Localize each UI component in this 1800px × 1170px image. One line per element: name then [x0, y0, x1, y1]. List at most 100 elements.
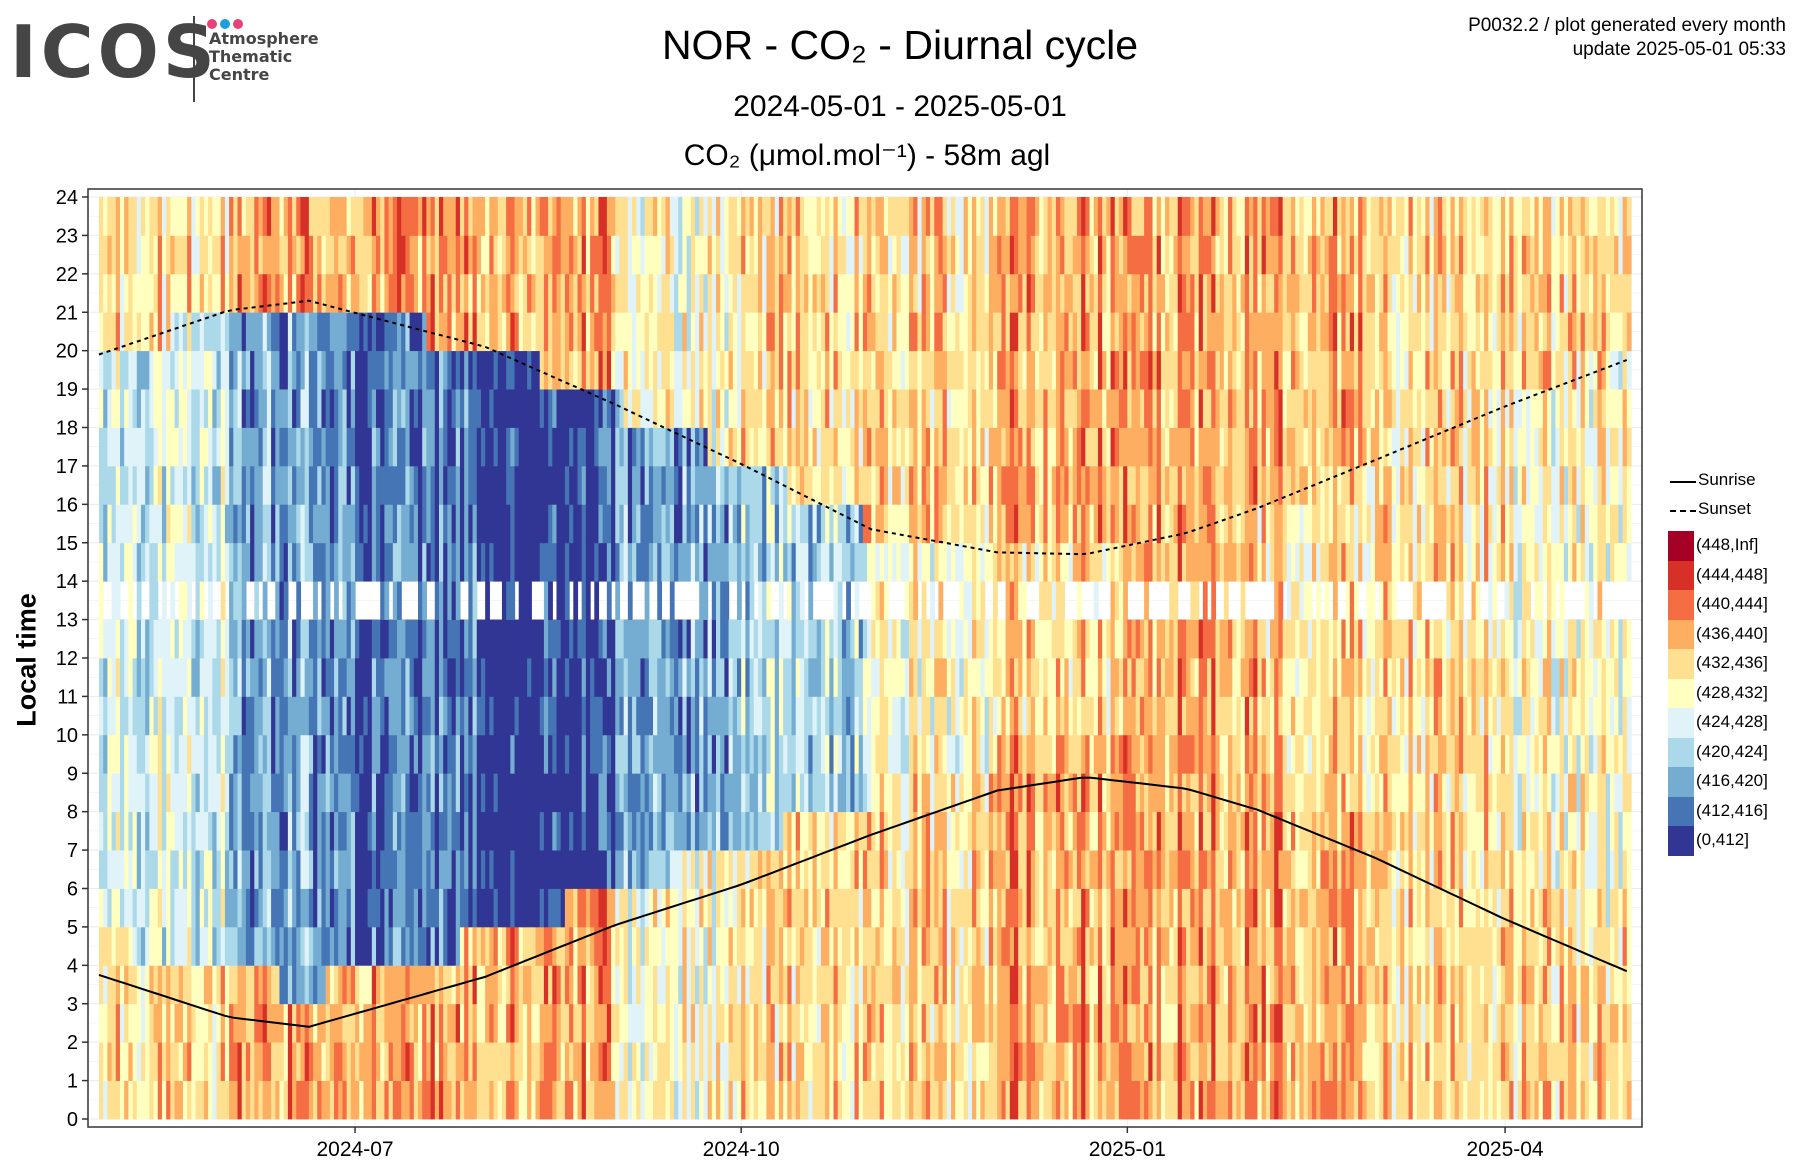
heatmap-cell — [938, 273, 944, 313]
heatmap-cell — [506, 658, 511, 697]
heatmap-cell — [308, 1042, 314, 1081]
heatmap-cell — [501, 235, 507, 275]
heatmap-cell — [715, 504, 721, 544]
heatmap-cell — [187, 542, 192, 582]
heatmap-cell — [254, 850, 260, 889]
heatmap-cell — [103, 235, 108, 275]
heatmap-cell — [182, 504, 188, 544]
heatmap-cell — [417, 273, 423, 313]
heatmap-cell — [925, 235, 931, 275]
heatmap-cell — [103, 465, 108, 505]
heatmap-cell — [241, 811, 247, 851]
heatmap-cell — [715, 965, 721, 1005]
heatmap-cell — [816, 235, 822, 275]
heatmap-cell — [757, 1003, 763, 1043]
heatmap-cell — [648, 350, 654, 390]
heatmap-cell — [296, 581, 302, 620]
heatmap-cell — [951, 542, 956, 582]
heatmap-cell — [715, 773, 721, 813]
heatmap-cell — [606, 389, 612, 428]
heatmap-cell — [921, 1080, 927, 1120]
heatmap-cell — [212, 1003, 218, 1043]
heatmap-cell — [510, 619, 516, 659]
heatmap-cell — [417, 619, 423, 659]
heatmap-cell — [795, 773, 801, 813]
heatmap-cell — [552, 965, 558, 1005]
heatmap-cell — [329, 926, 335, 966]
heatmap-cell — [518, 465, 524, 505]
heatmap-cell — [334, 1042, 339, 1081]
heatmap-cell — [292, 389, 297, 428]
heatmap-cell — [250, 312, 255, 352]
heatmap-cell — [510, 427, 516, 467]
heatmap-cell — [791, 696, 797, 736]
heatmap-cell — [371, 465, 377, 505]
heatmap-cell — [879, 197, 885, 236]
heatmap-cell — [699, 273, 705, 313]
heatmap-cell — [254, 465, 260, 505]
heatmap-cell — [317, 696, 323, 736]
heatmap-cell — [367, 926, 373, 966]
heatmap-cell — [350, 1003, 356, 1043]
heatmap-cell — [363, 465, 369, 505]
heatmap-cell — [464, 235, 469, 275]
heatmap-cell — [397, 312, 402, 352]
heatmap-cell — [795, 350, 801, 390]
heatmap-cell — [850, 273, 856, 313]
heatmap-cell — [564, 350, 570, 390]
heatmap-cell — [191, 350, 197, 390]
heatmap-cell — [695, 197, 700, 236]
heatmap-cell — [119, 658, 125, 697]
heatmap-cell — [921, 658, 927, 697]
heatmap-cell — [732, 850, 738, 889]
heatmap-cell — [153, 773, 159, 813]
heatmap-cell — [871, 696, 877, 736]
heatmap-cell — [434, 389, 440, 428]
heatmap-cell — [409, 1042, 415, 1081]
heatmap-cell — [220, 658, 226, 697]
heatmap-cell — [745, 542, 751, 582]
heatmap-cell — [174, 465, 180, 505]
heatmap-cell — [606, 197, 612, 236]
heatmap-cell — [103, 542, 108, 582]
heatmap-cell — [275, 658, 281, 697]
heatmap-cell — [825, 504, 830, 544]
heatmap-cell — [313, 235, 318, 275]
heatmap-cell — [518, 1003, 524, 1043]
heatmap-cell — [451, 1080, 457, 1120]
heatmap-cell — [841, 773, 847, 813]
heatmap-cell — [522, 734, 528, 774]
heatmap-cell — [166, 350, 171, 390]
heatmap-cell — [119, 235, 125, 275]
heatmap-cell — [745, 427, 751, 467]
heatmap-cell — [745, 773, 751, 813]
heatmap-cell — [434, 1080, 440, 1120]
heatmap-cell — [682, 1080, 688, 1120]
heatmap-cell — [451, 465, 457, 505]
heatmap-cell — [564, 465, 570, 505]
heatmap-cell — [535, 658, 541, 697]
heatmap-cell — [329, 619, 335, 659]
heatmap-cell — [816, 658, 822, 697]
heatmap-cell — [430, 926, 436, 966]
heatmap-cell — [850, 696, 856, 736]
heatmap-cell — [245, 811, 251, 851]
heatmap-cell — [967, 696, 973, 736]
heatmap-cell — [959, 619, 965, 659]
heatmap-cell — [313, 696, 318, 736]
heatmap-cell — [858, 773, 864, 813]
heatmap-cell — [233, 1003, 239, 1043]
heatmap-cell — [930, 658, 935, 697]
heatmap-cell — [812, 350, 818, 390]
heatmap-cell — [636, 197, 642, 236]
heatmap-cell — [711, 542, 717, 582]
heatmap-cell — [518, 888, 524, 928]
heatmap-cell — [99, 197, 104, 236]
heatmap-cell — [778, 235, 784, 275]
heatmap-cell — [837, 465, 843, 505]
heatmap-cell — [732, 197, 738, 236]
heatmap-cells — [99, 197, 1632, 1120]
heatmap-cell — [707, 504, 713, 544]
heatmap-cell — [615, 696, 621, 736]
heatmap-cell — [397, 696, 402, 736]
